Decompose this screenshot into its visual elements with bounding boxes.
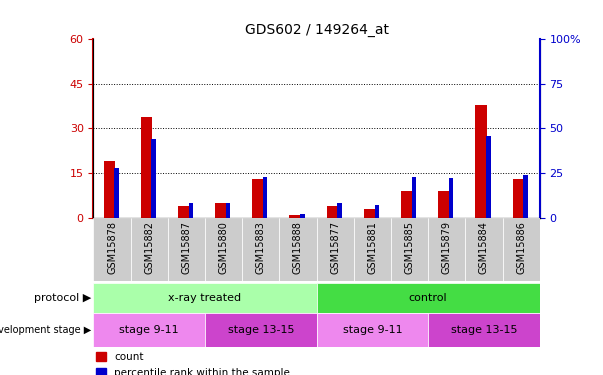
Bar	[178, 206, 189, 218]
Bar	[391, 217, 428, 281]
Text: stage 9-11: stage 9-11	[343, 325, 402, 335]
Bar	[226, 203, 230, 217]
Bar	[252, 179, 264, 218]
Bar	[317, 313, 428, 347]
Text: GSM15884: GSM15884	[479, 220, 489, 274]
Bar	[93, 217, 131, 281]
Bar	[401, 191, 412, 217]
Bar	[438, 191, 449, 217]
Text: GSM15881: GSM15881	[367, 220, 377, 274]
Text: GSM15878: GSM15878	[107, 220, 117, 274]
Text: GSM15886: GSM15886	[516, 220, 526, 274]
Bar	[428, 217, 466, 281]
Bar	[263, 177, 268, 218]
Bar	[428, 313, 540, 347]
Bar	[215, 202, 226, 217]
Bar	[279, 217, 317, 281]
Legend: count, percentile rank within the sample: count, percentile rank within the sample	[96, 352, 290, 375]
Text: GSM15888: GSM15888	[293, 220, 303, 274]
Bar	[205, 217, 242, 281]
Bar	[354, 217, 391, 281]
Bar	[364, 209, 375, 218]
Bar	[168, 217, 205, 281]
Text: GSM15880: GSM15880	[219, 220, 229, 274]
Text: GSM15885: GSM15885	[405, 220, 414, 274]
Bar	[189, 203, 193, 217]
Bar	[374, 205, 379, 218]
Bar	[502, 217, 540, 281]
Text: stage 9-11: stage 9-11	[119, 325, 179, 335]
Bar	[449, 178, 453, 218]
Bar	[131, 217, 168, 281]
Bar	[317, 217, 354, 281]
Bar	[104, 161, 115, 218]
Title: GDS602 / 149264_at: GDS602 / 149264_at	[245, 23, 388, 37]
Text: GSM15887: GSM15887	[182, 220, 191, 274]
Bar	[289, 214, 300, 217]
Bar	[513, 179, 523, 218]
Bar	[300, 214, 305, 217]
Bar	[412, 177, 416, 218]
Text: x-ray treated: x-ray treated	[168, 293, 242, 303]
Bar	[466, 217, 502, 281]
Bar	[327, 206, 338, 218]
Bar	[486, 136, 491, 218]
Bar	[115, 168, 119, 217]
Text: GSM15879: GSM15879	[442, 220, 452, 274]
Text: control: control	[409, 293, 447, 303]
Bar	[242, 217, 279, 281]
Bar	[523, 175, 528, 217]
Text: GSM15882: GSM15882	[144, 220, 154, 274]
Text: stage 13-15: stage 13-15	[450, 325, 517, 335]
Bar	[93, 313, 205, 347]
Bar	[205, 313, 317, 347]
Text: GSM15877: GSM15877	[330, 220, 340, 274]
Bar	[475, 105, 487, 218]
Text: stage 13-15: stage 13-15	[227, 325, 294, 335]
Bar	[93, 283, 317, 313]
Bar	[140, 117, 152, 218]
Bar	[338, 203, 342, 217]
Text: GSM15883: GSM15883	[256, 220, 266, 274]
Text: protocol ▶: protocol ▶	[34, 293, 92, 303]
Bar	[317, 283, 540, 313]
Bar	[151, 139, 156, 218]
Text: development stage ▶: development stage ▶	[0, 325, 92, 335]
